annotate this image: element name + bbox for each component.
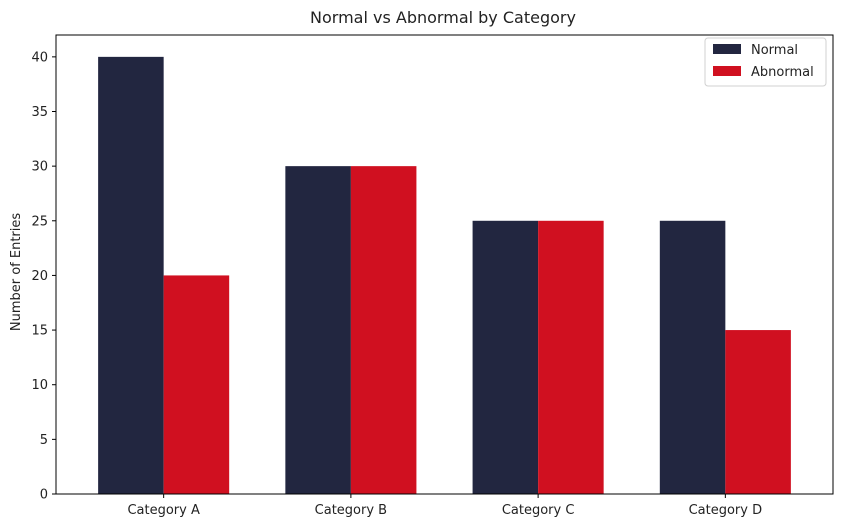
x-tick-label: Category C — [502, 503, 575, 518]
bar-abnormal-1 — [350, 166, 417, 494]
y-tick-label: 5 — [40, 433, 48, 448]
y-tick-label: 20 — [31, 269, 48, 284]
y-axis-title: Number of Entries — [9, 213, 24, 332]
chart-title: Normal vs Abnormal by Category — [310, 8, 576, 27]
y-tick-label: 30 — [31, 160, 48, 175]
legend-swatch-abnormal — [713, 66, 741, 76]
bars-layer — [98, 56, 791, 495]
x-tick-label: Category A — [127, 503, 200, 518]
legend: Normal Abnormal — [704, 37, 827, 87]
bar-abnormal-3 — [725, 330, 791, 494]
bar-normal-2 — [472, 220, 539, 495]
bar-abnormal-2 — [538, 220, 604, 495]
bar-abnormal-0 — [163, 275, 230, 494]
x-tick-label: Category D — [689, 503, 763, 518]
legend-label-abnormal: Abnormal — [751, 65, 814, 80]
x-tick-label: Category B — [315, 503, 387, 518]
y-tick-label: 10 — [31, 378, 48, 393]
bar-normal-0 — [98, 56, 164, 494]
bar-normal-1 — [285, 166, 351, 494]
y-tick-label: 35 — [31, 105, 48, 120]
legend-swatch-normal — [713, 44, 741, 54]
axes-layer: 0 5 10 15 20 25 30 35 40 Category A Category B Cate… — [31, 34, 834, 518]
y-tick-label: 15 — [31, 324, 48, 339]
y-tick-label: 0 — [40, 488, 48, 503]
plot-frame — [55, 34, 834, 495]
bar-normal-3 — [659, 220, 726, 495]
y-tick-label: 25 — [31, 214, 48, 229]
y-tick-label: 40 — [31, 50, 48, 65]
legend-label-normal: Normal — [751, 43, 798, 58]
